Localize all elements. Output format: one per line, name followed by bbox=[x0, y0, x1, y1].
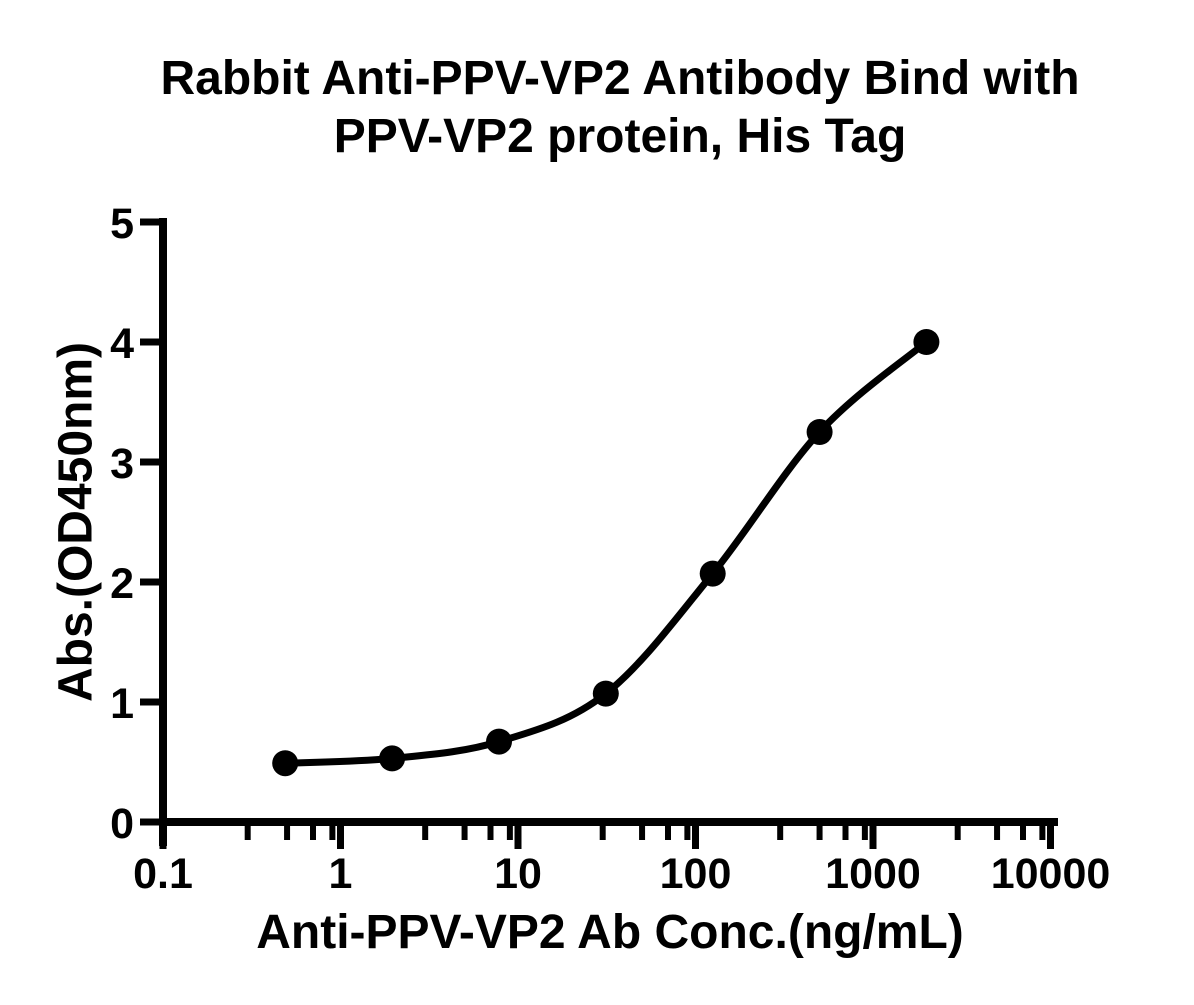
y-tick-label: 5 bbox=[110, 200, 134, 248]
x-tick-label: 0.1 bbox=[133, 850, 193, 898]
data-point bbox=[592, 680, 619, 707]
y-tick-label: 2 bbox=[110, 560, 134, 608]
data-point bbox=[699, 560, 726, 587]
y-tick-label: 1 bbox=[110, 680, 134, 728]
x-tick-label: 10 bbox=[494, 850, 542, 898]
y-tick-label: 0 bbox=[110, 800, 134, 848]
chart-title-line-2: PPV-VP2 protein, His Tag bbox=[333, 110, 907, 163]
data-point bbox=[272, 750, 299, 777]
x-axis-title: Anti-PPV-VP2 Ab Conc.(ng/mL) bbox=[256, 906, 964, 959]
data-point bbox=[913, 329, 940, 355]
y-tick-label: 4 bbox=[110, 320, 134, 368]
chart-title: Rabbit Anti-PPV-VP2 Antibody Bind with P… bbox=[90, 50, 1150, 166]
data-point bbox=[486, 728, 512, 755]
data-point bbox=[379, 745, 406, 772]
x-tick-label: 100 bbox=[660, 850, 732, 898]
x-tick-label: 1000 bbox=[825, 850, 921, 898]
x-tick-label: 1 bbox=[329, 850, 353, 898]
chart-title-line-1: Rabbit Anti-PPV-VP2 Antibody Bind with bbox=[160, 52, 1080, 105]
y-tick-label: 3 bbox=[110, 440, 134, 488]
x-tick-label: 10000 bbox=[991, 850, 1111, 898]
data-point bbox=[806, 419, 833, 445]
